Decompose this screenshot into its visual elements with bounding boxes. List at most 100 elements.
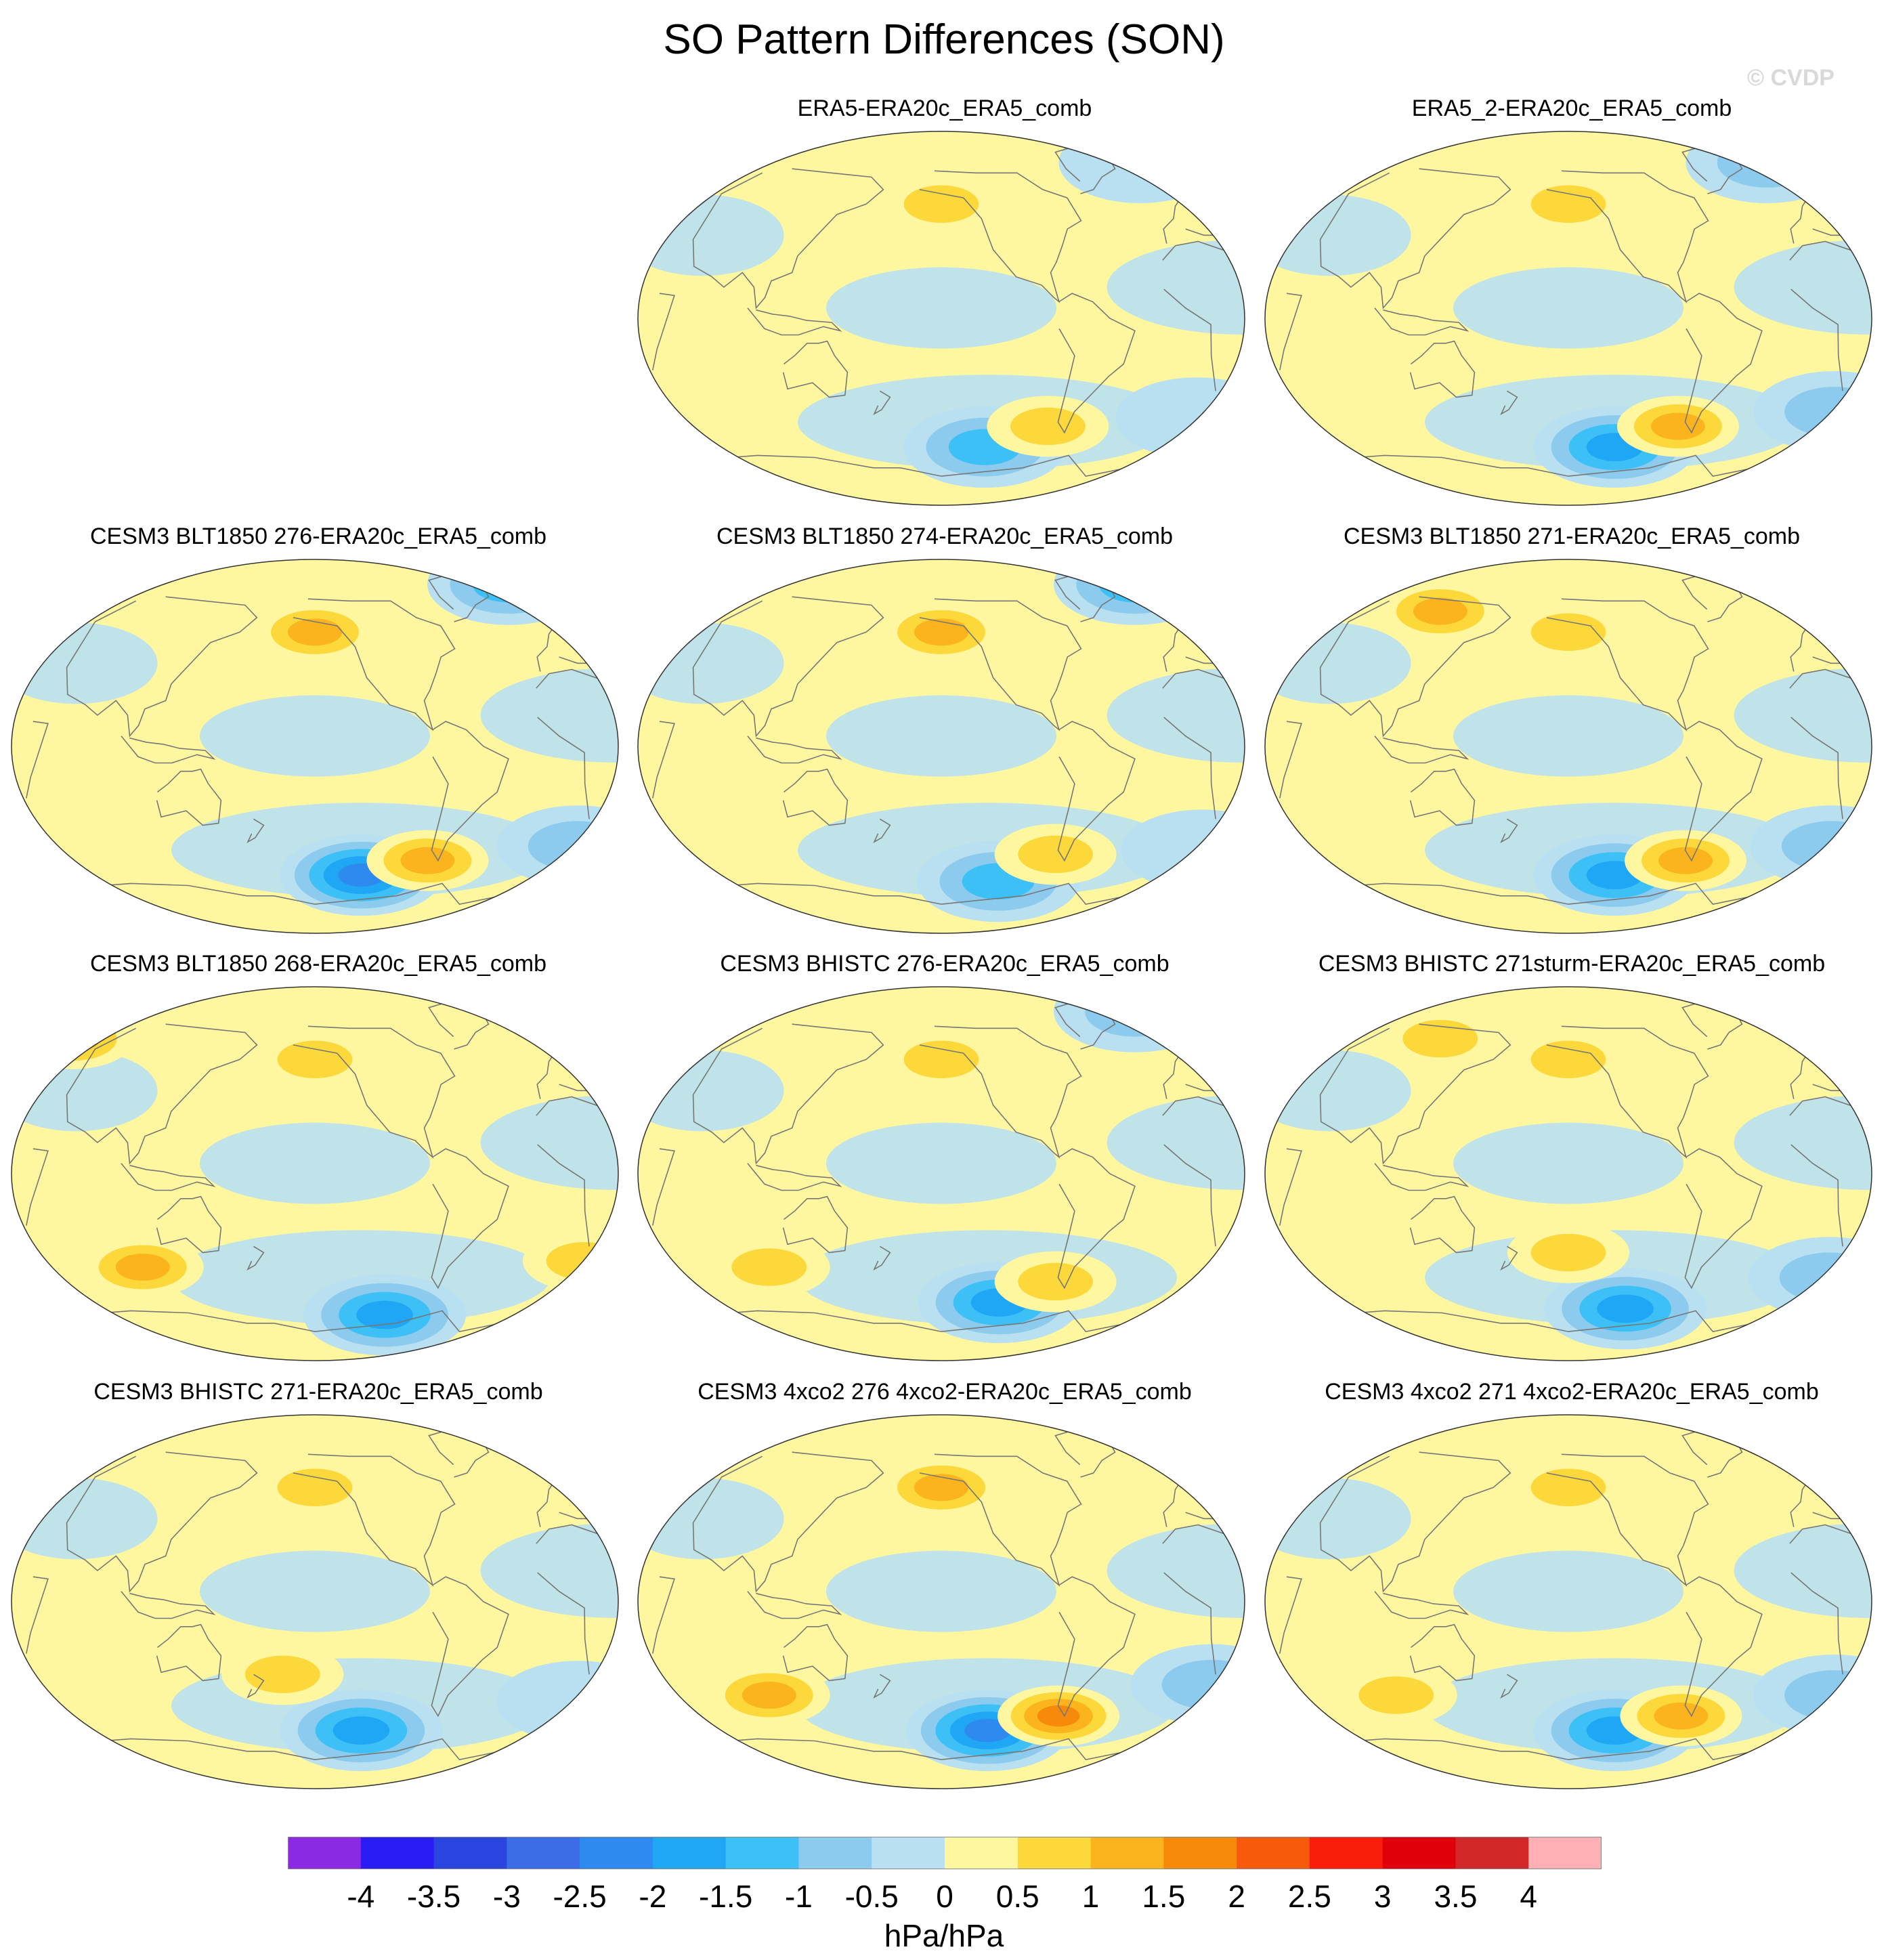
colorbar-tick-label: 0 <box>936 1879 953 1914</box>
positive-anomaly-contour <box>244 1655 320 1694</box>
coastline <box>246 818 265 844</box>
colorbar-tick-label: -1.5 <box>699 1879 753 1914</box>
coastline <box>1319 1023 1511 1165</box>
weak-negative-region <box>1453 267 1683 349</box>
colorbar-tick-label: -3.5 <box>406 1879 461 1914</box>
coastline <box>1331 1738 1776 1760</box>
positive-anomaly-contour <box>288 618 342 646</box>
map-edge <box>11 1414 619 1789</box>
map-edge <box>11 559 619 934</box>
colorbar-box <box>1163 1837 1237 1869</box>
colorbar-tick-label: 2 <box>1228 1879 1245 1914</box>
coastline <box>77 882 522 905</box>
coastline <box>1374 736 1469 764</box>
panel-title: CESM3 BLT1850 271-ERA20c_ERA5_comb <box>1343 524 1801 549</box>
map-svg <box>11 986 619 1361</box>
colorbar-tick-label: 1 <box>1081 1879 1100 1914</box>
colorbar-box <box>580 1837 653 1869</box>
coastline <box>919 170 1082 303</box>
map-panel: CESM3 BHISTC 271-ERA20c_ERA5_comb <box>10 1378 626 1812</box>
positive-anomaly-contour <box>1402 1019 1478 1058</box>
panel-title: CESM3 BLT1850 274-ERA20c_ERA5_comb <box>716 524 1174 549</box>
coastline <box>1057 1148 1136 1290</box>
positive-anomaly-contour <box>1530 613 1606 652</box>
colorbar-box <box>433 1837 507 1869</box>
positive-anomaly-contour <box>914 618 968 646</box>
colorbar-units: hPa/hPa <box>884 1918 1004 1953</box>
panel-title: ERA5-ERA20c_ERA5_comb <box>797 95 1092 121</box>
coastline <box>1279 1524 1862 1675</box>
coastline <box>293 1025 456 1159</box>
coastline <box>1546 170 1709 303</box>
positive-anomaly-contour <box>903 185 979 223</box>
coastline <box>1546 598 1709 731</box>
coastline <box>26 1524 609 1675</box>
panel-title: CESM3 BLT1850 268-ERA20c_ERA5_comb <box>89 951 547 977</box>
coastline <box>747 736 842 764</box>
map-edge <box>1264 131 1872 506</box>
coastline <box>652 240 1235 391</box>
map-svg <box>1264 986 1872 1361</box>
colorbar-box <box>652 1837 727 1869</box>
coastline <box>26 1096 609 1247</box>
coastline <box>1684 1576 1763 1718</box>
weak-negative-region <box>826 1550 1056 1632</box>
map-edge <box>1264 1414 1872 1789</box>
coastline <box>431 721 509 862</box>
colorbar-box <box>360 1837 435 1869</box>
coastline <box>1684 721 1763 862</box>
negative-anomaly-contour <box>472 566 545 603</box>
coastline <box>652 1096 1235 1247</box>
colorbar-box <box>1309 1837 1383 1869</box>
weak-negative-region <box>200 1550 430 1632</box>
colorbar-box <box>1455 1837 1529 1869</box>
coastline <box>1409 1195 1476 1254</box>
colorbar-tick-label: -2.5 <box>553 1879 607 1914</box>
coastline <box>1546 1453 1709 1587</box>
negative-anomaly-contour <box>1098 566 1172 603</box>
positive-anomaly-contour <box>1413 597 1467 625</box>
coastline <box>692 596 884 738</box>
colorbar-box <box>1528 1837 1602 1869</box>
colorbar-box <box>1090 1837 1164 1869</box>
positive-anomaly-contour <box>1530 185 1606 223</box>
coastline <box>873 818 891 844</box>
coastline <box>77 1738 522 1760</box>
positive-anomaly-contour <box>1018 835 1094 874</box>
coastline <box>692 1023 884 1165</box>
colorbar <box>288 1837 1602 1869</box>
panel-title: CESM3 BHISTC 276-ERA20c_ERA5_comb <box>720 951 1170 977</box>
coastline <box>747 1591 842 1619</box>
colorbar-box <box>945 1837 1018 1869</box>
map-svg <box>1264 131 1872 506</box>
colorbar-tick-label: 0.5 <box>995 1879 1039 1914</box>
coastline <box>919 1025 1082 1159</box>
coastline <box>652 1524 1235 1675</box>
map-panel: ERA5_2-ERA20c_ERA5_comb <box>1264 95 1880 528</box>
map-svg <box>637 559 1245 934</box>
coastline <box>66 1451 258 1593</box>
coastline <box>782 1623 849 1682</box>
negative-anomaly-contour <box>1717 137 1818 188</box>
coastline <box>1057 293 1136 434</box>
weak-negative-region <box>826 695 1056 777</box>
colorbar-tick-label: 4 <box>1520 1879 1538 1914</box>
coastline <box>246 1245 265 1271</box>
coastline <box>782 340 849 398</box>
colorbar-tick-label: 3 <box>1373 1879 1392 1914</box>
positive-anomaly-contour <box>1530 1468 1606 1507</box>
coastline <box>66 596 258 738</box>
coastline <box>293 1453 456 1587</box>
coastline <box>1374 307 1469 336</box>
positive-anomaly-contour <box>1658 847 1713 874</box>
colorbar-tick-label: -0.5 <box>844 1879 899 1914</box>
coastline <box>1374 1163 1469 1191</box>
weak-negative-region <box>1453 1122 1683 1204</box>
positive-anomaly-contour <box>1530 1040 1606 1079</box>
coastline <box>156 768 222 826</box>
positive-anomaly-contour <box>914 1474 968 1501</box>
coastline <box>1409 768 1476 826</box>
figure-title: SO Pattern Differences (SON) <box>663 16 1225 63</box>
colorbar-box <box>798 1837 872 1869</box>
coastline <box>293 598 456 731</box>
